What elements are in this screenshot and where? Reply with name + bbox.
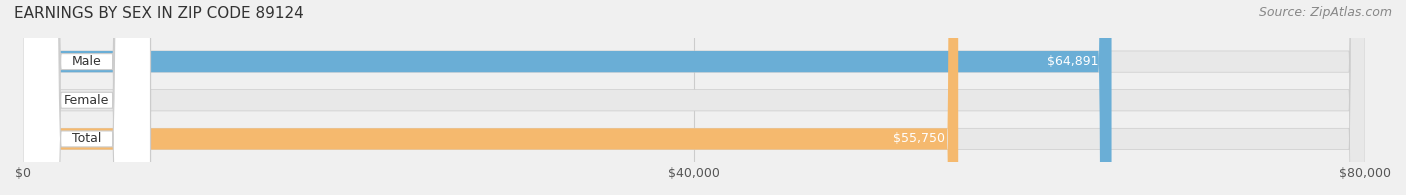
Text: Male: Male — [72, 55, 101, 68]
Text: Female: Female — [65, 94, 110, 107]
Text: $64,891: $64,891 — [1046, 55, 1098, 68]
FancyBboxPatch shape — [22, 0, 150, 195]
FancyBboxPatch shape — [22, 0, 150, 195]
Text: $55,750: $55,750 — [893, 132, 945, 145]
Text: EARNINGS BY SEX IN ZIP CODE 89124: EARNINGS BY SEX IN ZIP CODE 89124 — [14, 6, 304, 21]
FancyBboxPatch shape — [22, 0, 1365, 195]
FancyBboxPatch shape — [22, 0, 1365, 195]
FancyBboxPatch shape — [22, 0, 150, 195]
Text: Total: Total — [72, 132, 101, 145]
FancyBboxPatch shape — [22, 0, 1112, 195]
Text: $0: $0 — [56, 94, 73, 107]
FancyBboxPatch shape — [22, 0, 1365, 195]
FancyBboxPatch shape — [22, 0, 959, 195]
Text: Source: ZipAtlas.com: Source: ZipAtlas.com — [1258, 6, 1392, 19]
